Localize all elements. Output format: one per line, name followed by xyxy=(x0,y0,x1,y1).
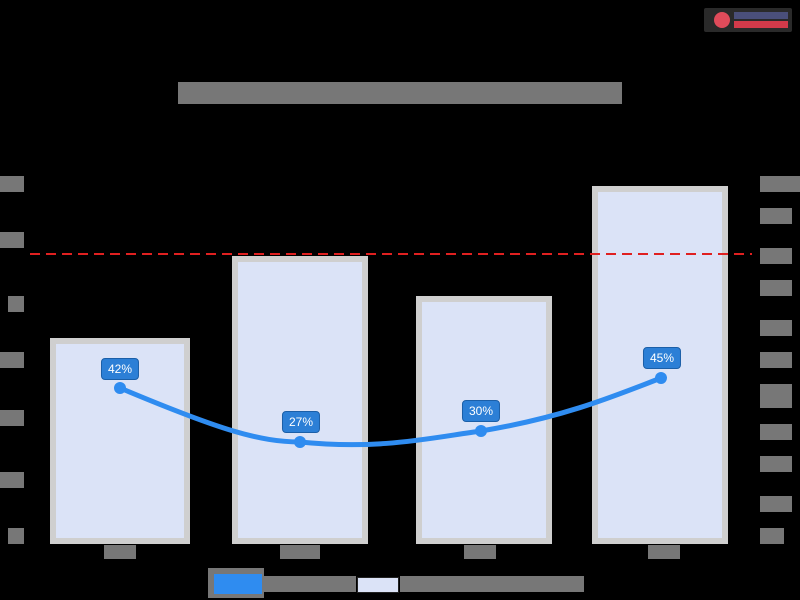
legend-line-swatch xyxy=(214,574,262,594)
bar-1[interactable] xyxy=(232,256,368,544)
trend-line xyxy=(117,375,664,448)
data-label: 45% xyxy=(642,347,682,369)
data-label: 27% xyxy=(281,411,321,433)
logo-icon xyxy=(714,12,730,28)
chart-title xyxy=(178,82,622,104)
brand-logo xyxy=(704,8,792,32)
legend-bar-swatch xyxy=(357,577,399,593)
data-label: 30% xyxy=(461,400,501,422)
data-label: 42% xyxy=(100,358,140,380)
